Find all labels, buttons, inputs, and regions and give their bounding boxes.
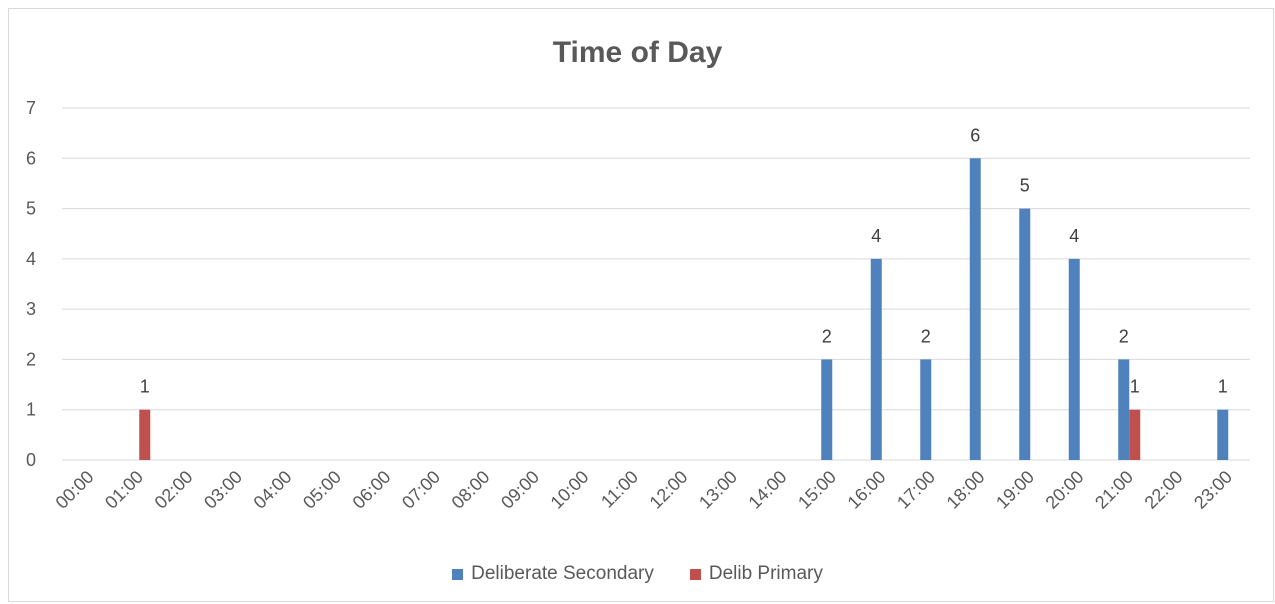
- legend-swatch: [689, 568, 701, 580]
- x-tick-label: 10:00: [547, 467, 593, 513]
- data-label: 4: [1069, 226, 1079, 246]
- x-tick-label: 06:00: [349, 467, 395, 513]
- bar: [1118, 359, 1130, 460]
- x-tick-label: 04:00: [250, 467, 296, 513]
- x-tick-label: 02:00: [151, 467, 197, 513]
- x-tick-label: 11:00: [597, 467, 642, 512]
- x-tick-label: 08:00: [448, 467, 494, 513]
- bar: [969, 158, 981, 461]
- legend-label: Delib Primary: [708, 563, 823, 584]
- x-tick-label: 13:00: [695, 467, 741, 513]
- y-tick-label: 6: [26, 148, 36, 168]
- data-label: 4: [871, 226, 881, 246]
- x-tick-label: 03:00: [200, 467, 246, 513]
- chart-title: Time of Day: [552, 36, 723, 69]
- x-tick-label: 12:00: [646, 467, 692, 513]
- y-tick-label: 2: [26, 349, 36, 369]
- data-label: 2: [1119, 326, 1129, 346]
- data-label: 1: [140, 377, 150, 397]
- chart-frame: [8, 8, 1274, 602]
- y-tick-label: 4: [26, 249, 36, 269]
- y-tick-label: 5: [26, 199, 36, 219]
- y-tick-label: 0: [26, 450, 36, 470]
- x-tick-label: 00:00: [52, 467, 98, 513]
- data-label: 5: [1020, 176, 1030, 196]
- x-tick-label: 15:00: [794, 467, 840, 513]
- x-tick-label: 23:00: [1190, 467, 1236, 513]
- data-label: 1: [1218, 377, 1228, 397]
- x-tick-label: 01:00: [101, 467, 147, 513]
- bar: [1068, 258, 1080, 460]
- x-tick-label: 21:00: [1091, 467, 1137, 513]
- bar: [870, 258, 882, 460]
- bar: [1129, 409, 1141, 460]
- x-tick-label: 22:00: [1141, 467, 1187, 513]
- x-tick-label: 07:00: [398, 467, 444, 513]
- legend-label: Deliberate Secondary: [471, 563, 654, 584]
- y-tick-label: 1: [26, 400, 36, 420]
- legend-item-series-0: Deliberate Secondary: [452, 563, 654, 585]
- bar: [821, 359, 833, 460]
- data-label: 6: [970, 125, 980, 145]
- data-label: 2: [822, 326, 832, 346]
- bar: [1019, 208, 1031, 460]
- bar: [1217, 409, 1229, 460]
- bar: [139, 409, 151, 460]
- legend-swatch: [452, 568, 464, 580]
- x-tick-label: 20:00: [1042, 467, 1088, 513]
- data-label: 1: [1130, 377, 1140, 397]
- x-tick-label: 16:00: [844, 467, 890, 513]
- x-tick-label: 19:00: [992, 467, 1038, 513]
- data-label: 2: [921, 326, 931, 346]
- y-tick-label: 3: [26, 299, 36, 319]
- x-tick-label: 09:00: [497, 467, 543, 513]
- legend-item-series-1: Delib Primary: [689, 563, 823, 585]
- bar: [920, 359, 932, 460]
- chart-legend: Deliberate Secondary Delib Primary: [0, 563, 1275, 585]
- y-tick-label: 7: [26, 98, 36, 118]
- x-tick-label: 17:00: [893, 467, 939, 513]
- x-tick-label: 14:00: [745, 467, 791, 513]
- x-tick-label: 05:00: [299, 467, 345, 513]
- x-tick-label: 18:00: [943, 467, 989, 513]
